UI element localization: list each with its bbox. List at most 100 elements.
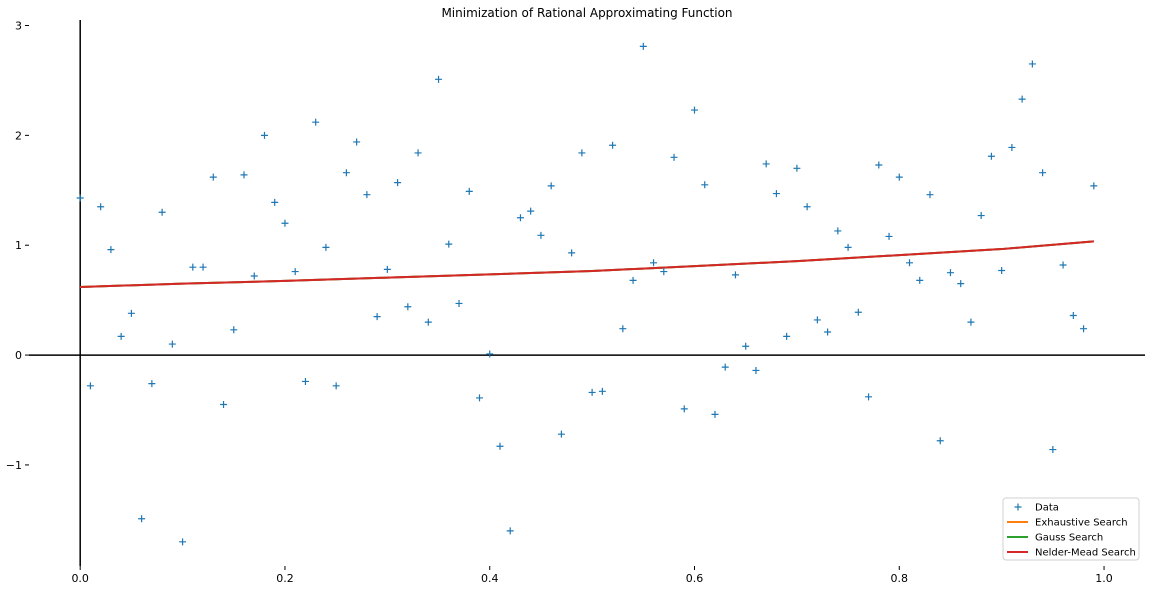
data-point (875, 161, 883, 169)
series-line-nelder-mead-search (80, 240, 1094, 288)
data-point (537, 231, 545, 239)
data-point (291, 268, 299, 276)
y-tick-label: 2 (15, 129, 22, 142)
data-point (353, 138, 361, 146)
axes (29, 20, 1145, 566)
data-point (250, 272, 258, 280)
chart-title: Minimization of Rational Approximating F… (441, 6, 732, 20)
data-point (762, 160, 770, 168)
data-point (650, 259, 658, 267)
data-point (230, 326, 238, 334)
x-tick-label: 0.4 (481, 572, 499, 585)
data-point (967, 318, 975, 326)
data-point (1080, 325, 1088, 333)
data-point (824, 328, 832, 336)
data-point (568, 249, 576, 257)
data-point (301, 377, 309, 385)
data-point (946, 269, 954, 277)
data-point (813, 316, 821, 324)
data-point (752, 366, 760, 374)
data-point (424, 318, 432, 326)
data-point (865, 393, 873, 401)
data-point (435, 75, 443, 83)
data-point (363, 191, 371, 199)
data-point (711, 410, 719, 418)
data-point (465, 187, 473, 195)
data-point (76, 194, 84, 202)
data-point (916, 276, 924, 284)
x-tick-label: 0.6 (686, 572, 704, 585)
data-point (312, 118, 320, 126)
data-point (383, 265, 391, 273)
data-point (240, 171, 248, 179)
data-point (721, 363, 729, 371)
data-point (742, 342, 750, 350)
data-point (598, 387, 606, 395)
data-point (1059, 261, 1067, 269)
data-point (895, 173, 903, 181)
data-point (670, 153, 678, 161)
data-point (783, 332, 791, 340)
data-point (987, 152, 995, 160)
data-point (547, 182, 555, 190)
data-point (209, 173, 217, 181)
data-point (557, 430, 565, 438)
data-point (793, 164, 801, 172)
legend: Data Exhaustive Search Gauss Search Nelder-… (1002, 497, 1140, 561)
data-point (772, 190, 780, 198)
data-point (281, 219, 289, 227)
data-point (957, 280, 965, 288)
data-point (445, 240, 453, 248)
data-point (373, 313, 381, 321)
data-point (168, 340, 176, 348)
legend-label: Exhaustive Search (1035, 518, 1128, 529)
x-tick-label: 1.0 (1095, 572, 1113, 585)
data-point (844, 243, 852, 251)
data-point (97, 203, 105, 211)
data-point (691, 106, 698, 114)
data-points (76, 42, 1098, 546)
data-point (486, 350, 494, 358)
data-point (1028, 60, 1036, 68)
data-point (906, 259, 914, 267)
data-point (476, 394, 483, 402)
data-point (260, 131, 268, 139)
data-point (854, 308, 862, 316)
data-point (731, 271, 739, 279)
data-point (1069, 312, 1077, 320)
data-point (977, 212, 985, 220)
data-point (199, 263, 207, 271)
data-point (332, 382, 340, 390)
data-point (404, 303, 412, 311)
data-point (342, 169, 350, 177)
data-point (220, 401, 228, 409)
x-tick-label: 0.2 (276, 572, 294, 585)
legend-box (1002, 497, 1140, 561)
legend-marker (1014, 503, 1022, 511)
data-point (680, 405, 688, 413)
legend-label: Gauss Search (1035, 533, 1103, 544)
series-line-exhaustive-search (80, 240, 1094, 288)
data-point (660, 268, 668, 276)
data-point (138, 515, 146, 523)
data-point (516, 214, 524, 222)
data-point (86, 382, 94, 390)
legend-label: Nelder-Mead Search (1035, 548, 1136, 559)
data-point (629, 276, 637, 284)
data-point (609, 141, 617, 149)
y-tick-label: 3 (15, 19, 22, 32)
data-point (619, 325, 627, 333)
data-point (998, 266, 1006, 274)
data-point (117, 332, 125, 340)
data-point (1039, 169, 1047, 177)
series-lines (80, 240, 1094, 288)
data-point (588, 388, 596, 396)
data-point (1090, 182, 1098, 190)
tick-labels: 0.0 0.2 0.4 0.6 0.8 1.0 −1 0 1 2 3 (6, 19, 1113, 585)
data-point (148, 380, 156, 388)
data-point (527, 207, 535, 215)
legend-label: Data (1035, 503, 1059, 514)
data-point (1008, 143, 1016, 151)
data-point (189, 263, 197, 271)
